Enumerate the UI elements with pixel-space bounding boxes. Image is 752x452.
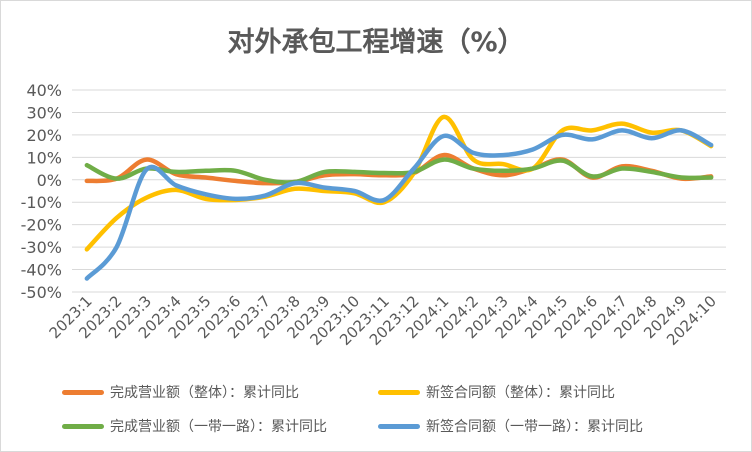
series-line (84, 157, 714, 185)
legend-label: 新签合同额（整体）：累计同比 (426, 385, 615, 401)
legend-item: 完成营业额（整体）：累计同比 (62, 380, 299, 404)
series-line (84, 114, 714, 252)
y-tick-label: 20% (26, 126, 62, 145)
y-tick-label: -10% (21, 193, 62, 212)
y-tick-label: 40% (26, 81, 62, 100)
legend-item: 新签合同额（整体）：累计同比 (378, 380, 615, 404)
legend-swatch (62, 423, 104, 429)
chart-title: 对外承包工程增速（%） (227, 27, 525, 58)
y-tick-label: 30% (26, 103, 62, 122)
legend-swatch (62, 389, 104, 395)
legend-item: 完成营业额（一带一路）：累计同比 (62, 414, 327, 438)
legend-label: 新签合同额（一带一路）：累计同比 (426, 419, 643, 435)
y-tick-label: -50% (21, 283, 62, 302)
legend-label: 完成营业额（一带一路）：累计同比 (110, 419, 327, 435)
y-tick-label: -30% (21, 238, 62, 257)
y-tick-label: 0% (37, 171, 62, 190)
legend-item: 新签合同额（一带一路）：累计同比 (378, 414, 643, 438)
y-tick-label: -40% (21, 261, 62, 280)
legend-label: 完成营业额（整体）：累计同比 (110, 385, 299, 401)
legend-swatch (378, 389, 420, 395)
series-line (84, 128, 714, 281)
legend-swatch (378, 423, 420, 429)
y-tick-label: 10% (26, 148, 62, 167)
y-tick-label: -20% (21, 216, 62, 235)
